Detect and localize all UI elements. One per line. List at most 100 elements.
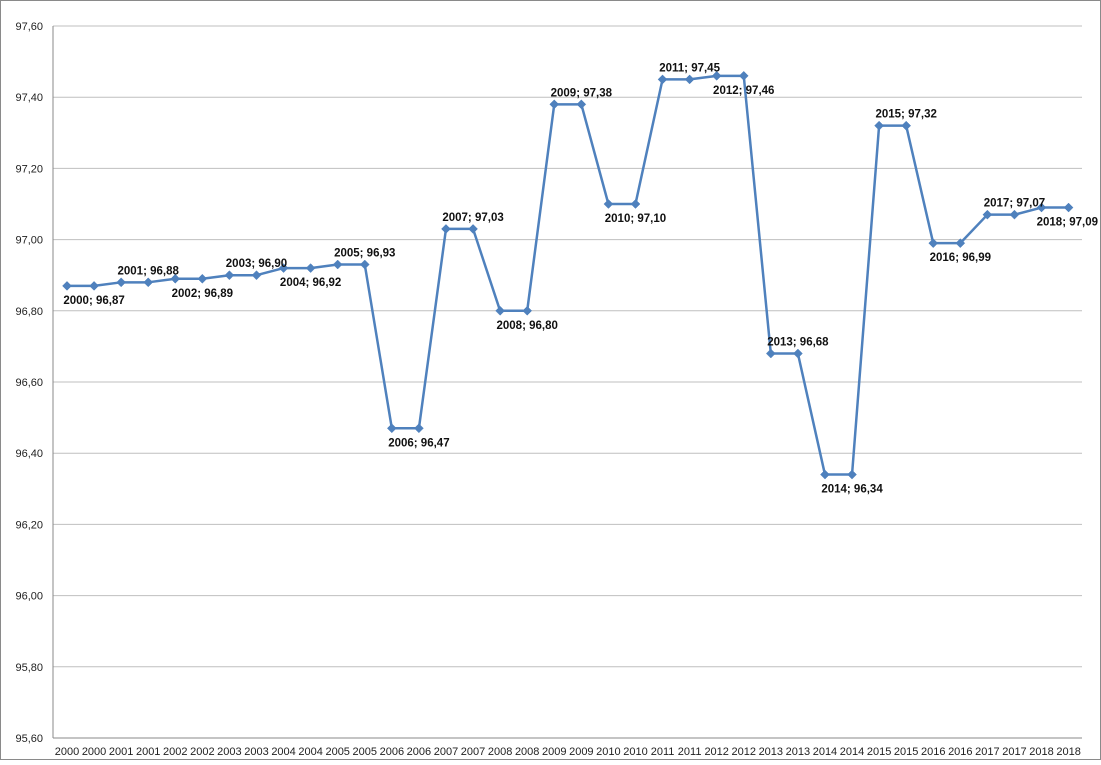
data-label: 2014; 96,34 xyxy=(821,484,883,496)
y-tick-label: 95,80 xyxy=(15,662,43,674)
x-tick-label: 2008 xyxy=(488,746,512,758)
x-tick-label: 2007 xyxy=(461,746,485,758)
data-label: 2008; 96,80 xyxy=(496,320,557,332)
y-axis-ticks: 95,60 95,80 96,00 96,20 96,40 96,60 96,80 97,00… xyxy=(15,21,43,745)
data-point-marker xyxy=(684,74,695,85)
y-tick-label: 97,20 xyxy=(15,163,43,175)
data-point-marker xyxy=(62,281,72,291)
x-tick-label: 2013 xyxy=(759,746,783,758)
data-point-marker xyxy=(928,238,939,249)
data-point-marker xyxy=(197,273,208,284)
data-point-marker xyxy=(1036,202,1047,213)
x-tick-label: 2007 xyxy=(434,746,458,758)
series-line xyxy=(67,74,1069,476)
x-tick-label: 2006 xyxy=(407,746,431,758)
data-label: 2000; 96,87 xyxy=(63,295,124,307)
data-point-marker xyxy=(765,348,776,359)
data-point-marker xyxy=(874,120,884,131)
x-tick-label: 2018 xyxy=(1029,746,1053,758)
x-tick-label: 2006 xyxy=(380,746,404,758)
x-tick-label: 2008 xyxy=(515,746,539,758)
data-point-marker xyxy=(603,199,614,209)
y-tick-label: 96,40 xyxy=(15,448,43,460)
y-tick-label: 96,00 xyxy=(15,591,43,603)
data-point-marker xyxy=(278,263,289,273)
data-point-marker xyxy=(820,469,830,480)
data-point-marker xyxy=(522,305,533,316)
data-point-marker xyxy=(793,348,803,359)
data-label: 2010; 97,10 xyxy=(605,213,666,225)
x-tick-label: 2018 xyxy=(1056,746,1080,758)
x-tick-label: 2016 xyxy=(948,746,972,758)
data-point-marker xyxy=(441,224,451,234)
data-point-marker xyxy=(576,99,587,110)
data-label: 2002; 96,89 xyxy=(172,288,233,300)
data-point-marker xyxy=(359,259,370,270)
x-tick-label: 2014 xyxy=(840,746,864,758)
data-label: 2009; 97,38 xyxy=(551,87,613,99)
data-label: 2003; 96,90 xyxy=(226,258,287,270)
data-label: 2006; 96,47 xyxy=(388,437,449,449)
data-point-marker xyxy=(251,270,262,281)
x-tick-label: 2012 xyxy=(704,746,728,758)
x-tick-label: 2011 xyxy=(651,746,675,758)
x-tick-label: 2009 xyxy=(542,746,566,758)
data-point-marker xyxy=(711,70,722,81)
x-tick-label: 2016 xyxy=(921,746,945,758)
x-axis-ticks: 2000 2000 2001 2001 2002 2002 2003 2003 2004 2004… xyxy=(55,746,1081,758)
data-label: 2012; 97,46 xyxy=(713,85,774,97)
data-point-marker xyxy=(414,423,424,434)
x-tick-label: 2005 xyxy=(353,746,377,758)
data-point-marker xyxy=(630,199,641,209)
data-point-marker xyxy=(657,74,668,85)
data-label: 2001; 96,88 xyxy=(118,265,180,277)
data-point-marker xyxy=(89,281,99,291)
x-tick-label: 2017 xyxy=(975,746,999,758)
data-point-marker xyxy=(1063,202,1074,213)
x-tick-label: 2012 xyxy=(732,746,756,758)
data-point-marker xyxy=(170,273,181,284)
gridlines xyxy=(53,25,1082,668)
x-tick-label: 2015 xyxy=(867,746,891,758)
x-tick-label: 2004 xyxy=(271,746,295,758)
y-tick-label: 96,20 xyxy=(15,519,43,531)
axes xyxy=(52,26,1082,739)
x-tick-label: 2005 xyxy=(325,746,349,758)
data-point-marker xyxy=(955,238,966,249)
data-label: 2011; 97,45 xyxy=(659,62,720,74)
data-point-marker xyxy=(468,224,478,234)
y-tick-label: 97,40 xyxy=(15,92,43,104)
y-tick-label: 97,60 xyxy=(15,21,43,33)
y-tick-label: 96,60 xyxy=(15,377,43,389)
data-point-marker xyxy=(738,70,749,81)
x-tick-label: 2011 xyxy=(678,746,702,758)
data-label: 2017; 97,07 xyxy=(984,198,1045,210)
data-point-marker xyxy=(901,120,912,131)
x-tick-label: 2014 xyxy=(813,746,837,758)
x-tick-label: 2010 xyxy=(623,746,647,758)
y-tick-label: 95,60 xyxy=(15,733,43,745)
data-point-marker xyxy=(305,263,316,273)
data-label: 2007; 97,03 xyxy=(442,212,503,224)
data-point-marker xyxy=(116,277,126,288)
data-label: 2018; 97,09 xyxy=(1037,217,1098,229)
x-tick-label: 2003 xyxy=(217,746,241,758)
y-tick-label: 97,00 xyxy=(15,235,43,247)
data-point-marker xyxy=(386,423,397,434)
x-tick-label: 2002 xyxy=(163,746,187,758)
x-tick-label: 2002 xyxy=(190,746,214,758)
x-tick-label: 2010 xyxy=(596,746,620,758)
x-tick-label: 2009 xyxy=(569,746,593,758)
data-label: 2015; 97,32 xyxy=(875,109,936,121)
data-point-marker xyxy=(143,277,154,288)
data-point-marker xyxy=(332,259,343,270)
data-labels: 2000; 96,87 2001; 96,88 2002; 96,89 2003; 9… xyxy=(63,62,1098,495)
data-label: 2016; 96,99 xyxy=(930,252,991,264)
x-tick-label: 2004 xyxy=(298,746,322,758)
data-point-marker xyxy=(495,305,505,316)
data-point-marker xyxy=(982,209,993,220)
x-tick-label: 2003 xyxy=(244,746,268,758)
y-tick-label: 96,80 xyxy=(15,306,43,318)
